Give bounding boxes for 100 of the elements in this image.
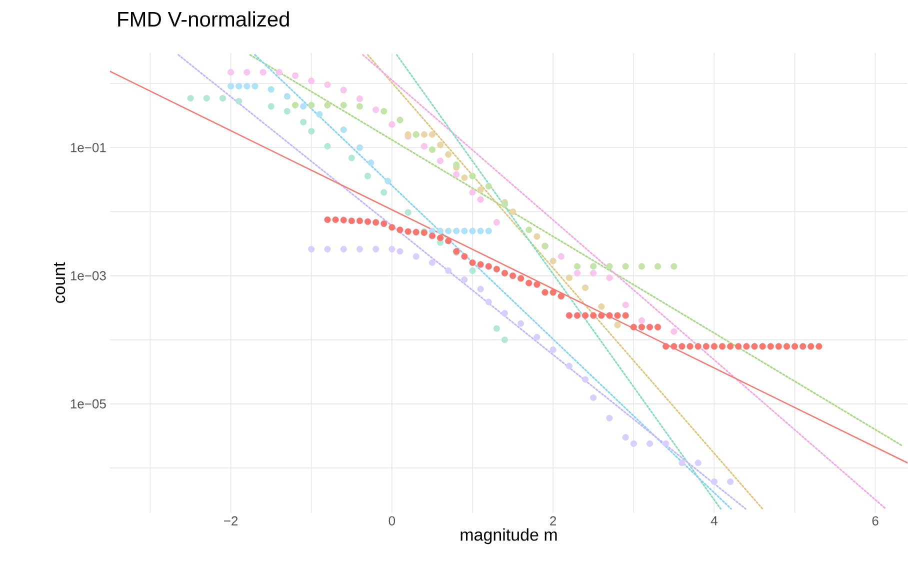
point xyxy=(244,83,250,90)
point xyxy=(428,146,436,154)
point xyxy=(590,263,597,270)
point xyxy=(268,86,274,93)
point xyxy=(380,189,388,196)
point xyxy=(445,228,452,234)
point xyxy=(646,440,654,448)
point xyxy=(566,362,572,370)
point xyxy=(614,322,621,328)
point xyxy=(469,172,476,180)
point xyxy=(445,151,452,158)
point xyxy=(268,103,274,110)
point xyxy=(638,263,645,270)
point xyxy=(678,460,686,466)
point xyxy=(477,186,484,194)
point xyxy=(396,116,404,124)
point xyxy=(622,434,629,441)
y-axis-title: count xyxy=(54,262,66,304)
point xyxy=(534,334,540,341)
point xyxy=(340,126,347,134)
point xyxy=(324,82,331,88)
point xyxy=(219,95,226,102)
point xyxy=(477,286,484,292)
point xyxy=(316,111,323,118)
point xyxy=(582,376,589,383)
point xyxy=(558,253,564,260)
point xyxy=(574,270,581,277)
point xyxy=(694,460,702,466)
chart-title: FMD V-normalized xyxy=(118,11,289,27)
point xyxy=(356,246,363,253)
x-tick-label: 6 xyxy=(872,516,878,526)
point xyxy=(340,246,347,253)
y-tick-label: 1e−01 xyxy=(70,143,106,152)
point xyxy=(469,228,476,234)
point xyxy=(228,69,234,76)
x-tick-label: 2 xyxy=(550,516,556,526)
point xyxy=(461,276,468,284)
point xyxy=(340,86,347,94)
point xyxy=(654,263,662,270)
point xyxy=(670,328,678,335)
point xyxy=(308,78,315,84)
point xyxy=(284,93,290,100)
point xyxy=(420,131,428,138)
point xyxy=(372,246,380,253)
point xyxy=(606,263,613,270)
point xyxy=(356,96,363,102)
point xyxy=(388,121,396,128)
point xyxy=(518,320,524,327)
point xyxy=(436,228,444,234)
point xyxy=(469,189,476,196)
point xyxy=(284,108,290,115)
point xyxy=(420,143,428,150)
point xyxy=(477,196,484,203)
x-tick-label: 0 xyxy=(388,516,396,526)
x-tick-label: 4 xyxy=(710,516,718,526)
point xyxy=(372,106,380,114)
point xyxy=(550,258,556,264)
point xyxy=(453,162,460,168)
x-tick-label: −2 xyxy=(224,516,238,526)
point xyxy=(364,172,372,180)
point xyxy=(638,317,645,324)
point xyxy=(493,219,500,226)
point xyxy=(662,440,670,448)
point xyxy=(493,325,500,332)
point xyxy=(396,248,404,255)
point xyxy=(380,108,388,115)
point xyxy=(485,298,492,306)
point xyxy=(501,310,508,317)
point xyxy=(404,209,412,216)
point xyxy=(428,131,436,138)
y-tick-label: 1e−03 xyxy=(70,271,106,280)
y-tick-label: 1e−05 xyxy=(70,399,106,409)
point xyxy=(308,246,315,253)
point xyxy=(348,154,355,162)
point xyxy=(453,171,460,178)
point xyxy=(710,478,718,486)
point xyxy=(598,303,605,310)
point xyxy=(308,128,315,135)
point xyxy=(453,228,460,234)
point xyxy=(187,95,194,102)
point xyxy=(574,263,581,270)
point xyxy=(340,102,347,109)
point xyxy=(445,268,452,274)
point xyxy=(292,72,299,80)
point xyxy=(590,270,597,277)
point xyxy=(276,69,282,76)
point xyxy=(236,83,242,90)
point xyxy=(244,69,250,76)
point xyxy=(436,158,444,164)
point xyxy=(534,233,540,240)
point xyxy=(228,83,234,90)
point xyxy=(566,274,572,282)
point xyxy=(550,346,556,354)
point xyxy=(324,102,331,109)
point xyxy=(622,302,629,308)
point xyxy=(203,95,210,102)
point xyxy=(356,144,363,152)
point xyxy=(727,478,734,486)
point xyxy=(485,228,492,234)
point xyxy=(501,336,508,344)
